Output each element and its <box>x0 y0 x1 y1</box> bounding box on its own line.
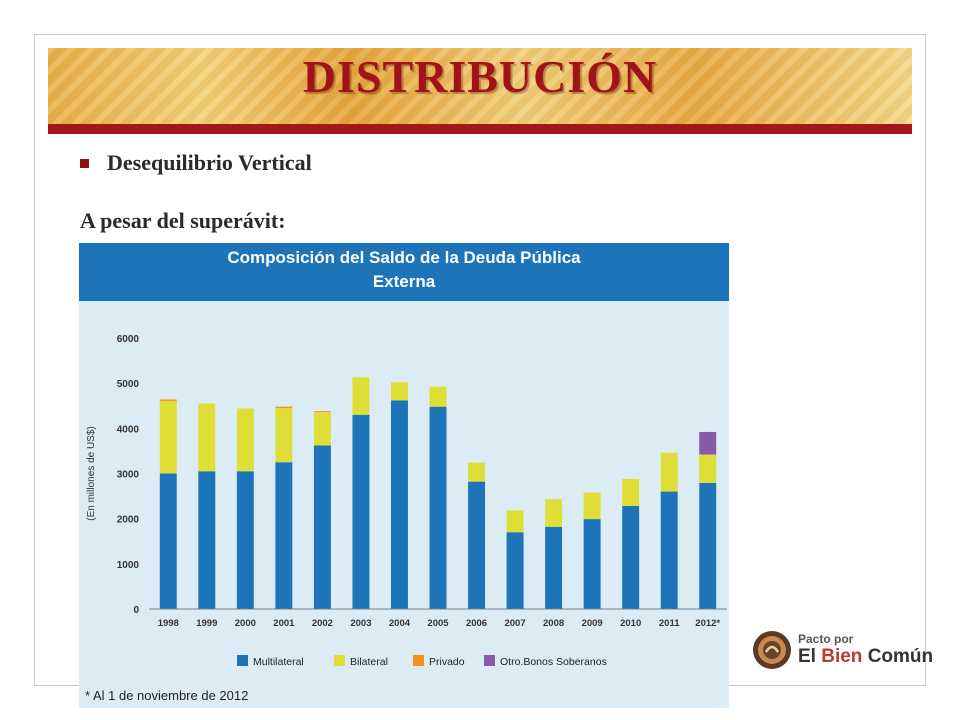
bar-bilateral-2008 <box>545 499 563 527</box>
bar-multilateral-2003 <box>352 414 370 609</box>
logo-emblem-icon <box>753 631 791 669</box>
bar-bilateral-2007 <box>506 510 524 533</box>
chart-subtitle: Externa <box>372 272 436 291</box>
x-tick-label: 2005 <box>427 618 449 629</box>
bar-bilateral-2005 <box>429 386 447 407</box>
y-tick-label: 5000 <box>117 379 140 390</box>
chart-title: Composición del Saldo de la Deuda Públic… <box>227 248 581 267</box>
x-tick-label: 2002 <box>312 618 333 629</box>
x-tick-label: 1999 <box>196 618 217 629</box>
x-tick-label: 1998 <box>158 618 179 629</box>
bar-multilateral-2001 <box>275 462 293 609</box>
legend-label: Privado <box>429 656 465 668</box>
bar-bilateral-2011 <box>660 452 678 492</box>
logo-line1: Pacto por <box>798 632 854 646</box>
legend-swatch <box>484 655 495 666</box>
y-tick-label: 3000 <box>117 470 140 481</box>
square-bullet-icon <box>80 158 89 168</box>
y-tick-label: 4000 <box>117 424 140 435</box>
legend-swatch <box>237 655 248 666</box>
bar-multilateral-2012 <box>699 482 717 609</box>
bar-otro-bonos-soberanos-2012 <box>699 431 717 455</box>
bullet-text: Desequilibrio Vertical <box>107 150 312 175</box>
x-tick-label: 2009 <box>582 618 603 629</box>
bar-multilateral-2008 <box>545 526 563 609</box>
bar-multilateral-2002 <box>313 445 331 609</box>
title-banner <box>48 48 912 124</box>
bar-chart: 0 1000 2000 3000 4000 5000 6000 (En millones de… <box>86 334 727 668</box>
bar-bilateral-2010 <box>622 478 640 507</box>
bar-bilateral-1999 <box>198 403 216 472</box>
bar-privado-2001 <box>275 406 293 409</box>
bar-multilateral-2011 <box>660 491 678 609</box>
x-tick-label: 2001 <box>273 618 295 629</box>
bar-multilateral-2005 <box>429 406 447 609</box>
bar-multilateral-2006 <box>468 481 486 609</box>
x-tick-label: 2010 <box>620 618 641 629</box>
bar-multilateral-2004 <box>390 400 408 609</box>
legend-label: Otro.Bonos Soberanos <box>500 656 607 668</box>
slide-title: DISTRIBUCIÓN <box>302 51 658 102</box>
legend-swatch <box>334 655 345 666</box>
x-tick-label: 2003 <box>350 618 371 629</box>
y-tick-label: 1000 <box>117 560 140 571</box>
bar-bilateral-2004 <box>390 382 408 401</box>
bar-privado-1998 <box>159 399 177 402</box>
bar-multilateral-2010 <box>622 506 640 609</box>
legend-label: Bilateral <box>350 656 388 668</box>
bar-multilateral-1999 <box>198 471 216 609</box>
x-tick-label: 2004 <box>389 618 411 629</box>
bar-bilateral-2000 <box>236 408 254 472</box>
x-tick-label: 2008 <box>543 618 564 629</box>
title-underline-bar <box>48 124 912 134</box>
x-tick-label: 2000 <box>235 618 256 629</box>
logo-line2: El Bien Común <box>798 646 934 667</box>
bar-privado-2002 <box>313 411 331 413</box>
y-axis-label: (En millones de US$) <box>86 426 97 520</box>
x-tick-label: 2007 <box>504 618 525 629</box>
y-tick-label: 0 <box>133 605 139 616</box>
chart-footnote: * Al 1 de noviembre de 2012 <box>85 688 249 703</box>
bar-bilateral-2009 <box>583 492 601 520</box>
bullet-item: Desequilibrio Vertical <box>80 150 312 176</box>
bar-bilateral-2001 <box>275 408 293 463</box>
y-tick-label: 6000 <box>117 334 140 345</box>
bar-bilateral-1998 <box>159 401 177 474</box>
y-tick-label: 2000 <box>117 515 140 526</box>
subline-text: A pesar del superávit: <box>80 208 286 233</box>
bar-bilateral-2003 <box>352 377 370 415</box>
chart-header: Composición del Saldo de la Deuda Públic… <box>79 243 729 301</box>
x-tick-label: 2012* <box>695 618 720 629</box>
bar-bilateral-2012 <box>699 454 717 483</box>
x-tick-label: 2006 <box>466 618 487 629</box>
bar-multilateral-1998 <box>159 473 177 609</box>
pacto-logo: Pacto por El Bien Común <box>752 630 933 672</box>
bar-multilateral-2007 <box>506 532 524 609</box>
bar-multilateral-2009 <box>583 519 601 609</box>
chart-panel: Composición del Saldo de la Deuda Públic… <box>79 243 729 708</box>
bar-multilateral-2000 <box>236 471 254 609</box>
legend-swatch <box>413 655 424 666</box>
bar-bilateral-2002 <box>313 412 331 446</box>
legend-label: Multilateral <box>253 656 304 668</box>
bar-bilateral-2006 <box>468 462 486 482</box>
x-tick-label: 2011 <box>659 618 680 629</box>
